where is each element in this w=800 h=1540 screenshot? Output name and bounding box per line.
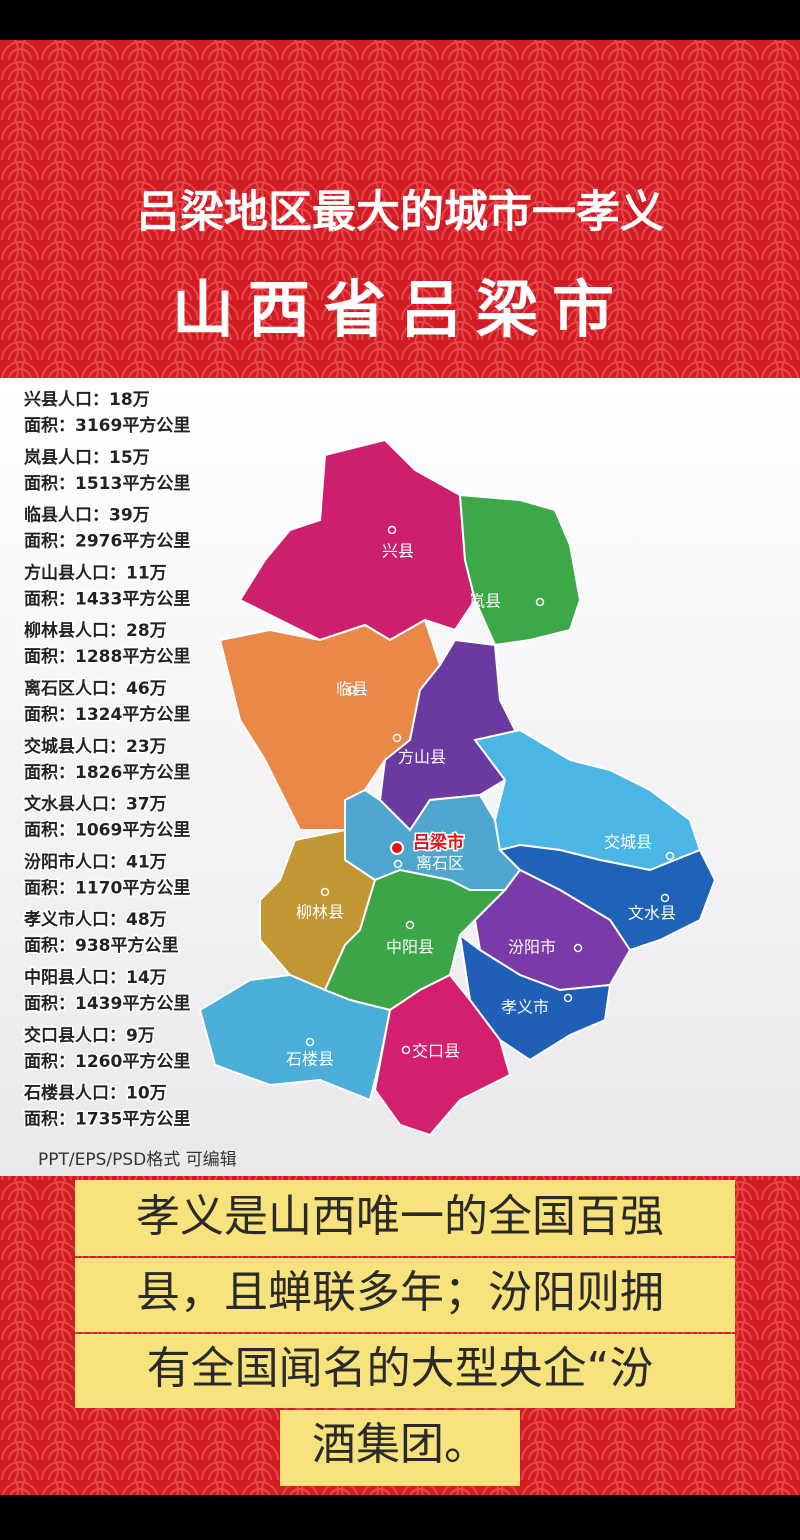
region-dot	[320, 887, 330, 897]
region-dot	[401, 1045, 411, 1055]
caption-line: 有全国闻名的大型央企“汾	[147, 1343, 654, 1394]
caption-box	[280, 1410, 520, 1486]
region-dot	[563, 993, 573, 1003]
stat-population: 离石区人口：46万	[24, 678, 167, 699]
stat-population: 方山县人口：11万	[24, 562, 167, 583]
region-label: 石楼县	[286, 1050, 334, 1069]
stat-area: 面积：1433平方公里	[24, 588, 190, 609]
caption-line: 县，且蝉联多年；汾阳则拥	[136, 1267, 664, 1318]
stat-population: 岚县人口：15万	[24, 447, 150, 468]
stat-population: 柳林县人口：28万	[24, 620, 167, 641]
region-label: 方山县	[398, 748, 446, 767]
stat-population: 汾阳市人口：41万	[24, 851, 167, 872]
stat-area: 面积：1260平方公里	[24, 1051, 190, 1072]
caption-line: 酒集团。	[312, 1419, 488, 1470]
stat-population: 中阳县人口：14万	[24, 967, 167, 988]
region-dot	[387, 525, 397, 535]
stat-area: 面积：3169平方公里	[24, 415, 190, 436]
subtitle: 山西省吕梁市	[172, 273, 628, 346]
region-dot	[660, 893, 670, 903]
stat-population: 兴县人口：18万	[24, 390, 150, 410]
region-label: 文水县	[628, 904, 676, 923]
region-dot	[573, 943, 583, 953]
stat-population: 文水县人口：37万	[24, 794, 167, 815]
region-label: 兴县	[382, 542, 414, 561]
region-label: 中阳县	[386, 938, 434, 957]
caption-box	[75, 1180, 735, 1256]
stat-population: 交城县人口：23万	[24, 736, 167, 757]
caption-box	[75, 1258, 735, 1332]
region-dot	[305, 1037, 315, 1047]
region-dot	[405, 920, 415, 930]
city-label: 吕梁市	[413, 832, 464, 853]
stat-area: 面积：1513平方公里	[24, 473, 190, 494]
region-label: 交城县	[604, 833, 652, 852]
region-dot	[535, 597, 545, 607]
region-dot	[665, 851, 675, 861]
stat-population: 孝义市人口：48万	[24, 909, 167, 930]
stat-area: 面积：2976平方公里	[24, 531, 190, 552]
stat-area: 面积：1735平方公里	[24, 1109, 190, 1130]
region-label: 岚县	[469, 592, 501, 611]
region-dot	[392, 733, 402, 743]
region-label: 汾阳市	[508, 938, 556, 957]
region-label: 交口县	[412, 1042, 460, 1061]
note: PPT/EPS/PSD格式 可编辑	[38, 1150, 237, 1170]
map	[198, 438, 717, 1137]
region-label: 孝义市	[501, 998, 549, 1017]
region-dot	[347, 685, 357, 695]
title: 吕梁地区最大的城市一孝义	[136, 187, 664, 238]
region	[373, 973, 512, 1137]
caption-box	[75, 1334, 735, 1408]
stat-area: 面积：1069平方公里	[24, 820, 190, 841]
stat-population: 临县人口：39万	[24, 505, 150, 526]
stat-area: 面积：1439平方公里	[24, 993, 190, 1014]
stat-population: 交口县人口：9万	[24, 1025, 155, 1046]
region-label: 临县	[336, 680, 368, 699]
stat-area: 面积：1288平方公里	[24, 646, 190, 667]
caption-line: 孝义是山西唯一的全国百强	[136, 1191, 664, 1242]
stat-population: 石楼县人口：10万	[23, 1083, 167, 1104]
region-label: 柳林县	[296, 903, 344, 922]
stat-area: 面积：1324平方公里	[24, 704, 190, 725]
stat-area: 面积：1826平方公里	[24, 762, 190, 783]
region-label: 离石区	[416, 854, 464, 873]
city-marker	[390, 841, 404, 855]
region-dot	[393, 859, 403, 869]
stat-area: 面积：1170平方公里	[24, 877, 190, 898]
region	[458, 493, 582, 647]
stat-area: 面积：938平方公里	[24, 935, 179, 956]
